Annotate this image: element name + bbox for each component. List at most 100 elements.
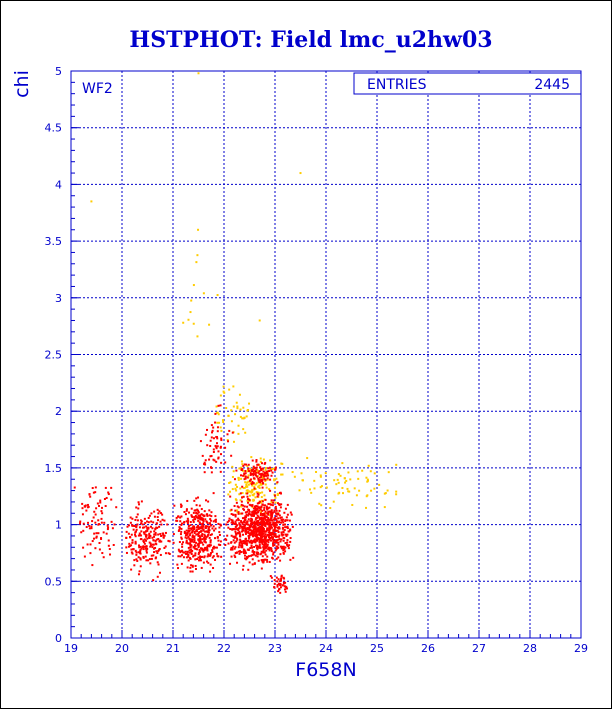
scatter-point [271,556,274,559]
scatter-point [234,487,237,490]
scatter-point [229,509,232,512]
scatter-point [209,519,212,522]
scatter-point [143,517,146,520]
scatter-point [271,511,274,514]
scatter-point [89,543,92,546]
scatter-point [254,511,257,514]
scatter-point [214,412,217,415]
scatter-point [249,482,252,485]
scatter-point [279,579,282,582]
y-tick-label: 5 [55,65,62,78]
scatter-point [245,485,248,488]
scatter-point [267,467,270,470]
scatter-point [143,538,146,541]
scatter-point [284,585,287,588]
scatter-point [197,228,200,231]
scatter-point [277,526,280,529]
scatter-point [248,503,251,506]
scatter-point [267,474,270,477]
scatter-point [261,527,264,530]
scatter-point [86,506,89,509]
scatter-point [273,535,276,538]
scatter-point [277,582,280,585]
scatter-point [283,588,286,591]
scatter-point [216,437,219,440]
scatter-point [145,551,148,554]
y-tick-label: 3.5 [45,235,63,248]
scatter-point [190,538,193,541]
scatter-point [282,518,285,521]
scatter-point [315,470,318,473]
scatter-point [251,484,254,487]
scatter-point [261,538,264,541]
scatter-point [266,472,269,475]
scatter-point [257,519,260,522]
scatter-point [258,486,261,489]
scatter-point [219,446,222,449]
scatter-point [257,471,260,474]
scatter-point [149,542,152,545]
scatter-point [261,491,264,494]
scatter-point [280,538,283,541]
scatter-point [133,559,136,562]
scatter-point [254,473,257,476]
scatter-point [267,548,270,551]
y-tick-label: 1.5 [45,462,63,475]
scatter-point [282,545,285,548]
scatter-point [202,292,205,295]
scatter-point [197,532,200,535]
scatter-point [274,468,277,471]
scatter-point [203,471,206,474]
scatter-point [210,515,213,518]
scatter-point [99,501,102,504]
scatter-point [241,485,244,488]
scatter-point [253,562,256,565]
scatter-point [358,489,361,492]
scatter-point [83,555,86,558]
scatter-point [260,532,263,535]
scatter-point [279,553,282,556]
scatter-point [185,539,188,542]
scatter-point [202,514,205,517]
scatter-point [151,543,154,546]
scatter-point [280,503,283,506]
panel-label: WF2 [82,81,113,97]
scatter-point [166,523,169,526]
scatter-point [274,526,277,529]
scatter-point [272,542,275,545]
scatter-point [250,456,253,459]
scatter-point [193,526,196,529]
scatter-point [236,511,239,514]
scatter-point [280,519,283,522]
scatter-point [273,509,276,512]
scatter-point [153,535,156,538]
scatter-point [319,474,322,477]
scatter-point [236,407,239,410]
scatter-point [189,551,192,554]
scatter-point [198,535,201,538]
scatter-point [258,500,261,503]
scatter-point [200,541,203,544]
scatter-point [241,542,244,545]
scatter-point [244,511,247,514]
scatter-point [203,539,206,542]
scatter-point [212,520,215,523]
scatter-point [255,522,258,525]
scatter-point [130,548,133,551]
scatter-point [255,520,258,523]
scatter-point [186,542,189,545]
scatter-point [193,541,196,544]
scatter-point [187,554,190,557]
scatter-point [238,523,241,526]
scatter-point [242,533,245,536]
scatter-point [244,554,247,557]
scatter-point [242,564,245,567]
scatter-point [277,535,280,538]
scatter-point [158,510,161,513]
scatter-point [286,519,289,522]
scatter-point [254,508,257,511]
scatter-point [259,460,262,463]
scatter-point [249,546,252,549]
scatter-point [250,469,253,472]
scatter-point [241,463,244,466]
